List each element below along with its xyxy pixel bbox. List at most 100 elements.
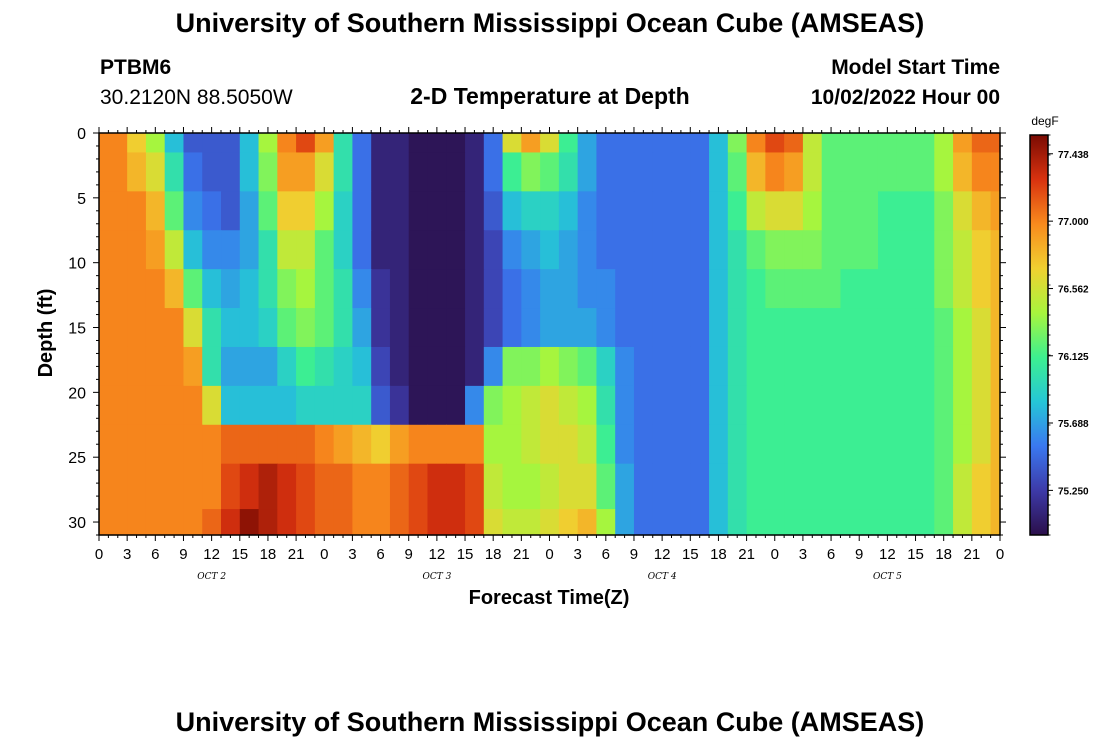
heatmap-cell <box>258 509 278 536</box>
heatmap-cell <box>164 133 185 154</box>
heatmap-cell <box>540 133 560 154</box>
heatmap-cell <box>540 191 560 231</box>
heatmap-cell <box>971 385 992 426</box>
heatmap-cell <box>896 385 917 426</box>
heatmap-cell <box>690 424 710 465</box>
heatmap-cell <box>277 133 297 154</box>
heatmap-cell <box>446 133 466 154</box>
heatmap-cell <box>427 463 447 510</box>
heatmap-cell <box>934 385 954 426</box>
heatmap-cell <box>108 230 128 270</box>
x-tick-label: 9 <box>405 546 413 563</box>
heatmap-cell <box>821 133 842 154</box>
heatmap-cell <box>314 308 335 348</box>
model-start-value: 10/02/2022 Hour 00 <box>810 86 1000 109</box>
heatmap-cell <box>408 269 429 309</box>
heatmap-cell <box>389 509 410 536</box>
heatmap-cell <box>953 230 973 270</box>
heatmap-cell <box>915 463 935 510</box>
heatmap-cell <box>896 152 917 192</box>
heatmap-cell <box>296 424 316 465</box>
heatmap-cell <box>652 308 673 348</box>
heatmap-cell <box>502 308 522 348</box>
heatmap-cell <box>746 424 766 465</box>
heatmap-cell <box>371 385 391 426</box>
heatmap-cell <box>314 385 335 426</box>
heatmap-cell <box>164 385 185 426</box>
heatmap-cell <box>333 269 354 309</box>
heatmap-cell <box>127 509 147 536</box>
heatmap-cell <box>746 308 766 348</box>
heatmap-cell <box>727 424 748 465</box>
heatmap-cell <box>145 230 166 270</box>
heatmap-cell <box>558 269 579 309</box>
heatmap-cell <box>183 424 203 465</box>
heatmap-cell <box>352 269 372 309</box>
heatmap-cell <box>652 346 673 387</box>
heatmap-cell <box>427 152 447 192</box>
heatmap-cell <box>239 424 260 465</box>
heatmap-cell <box>821 152 842 192</box>
heatmap-cell <box>558 191 579 231</box>
heatmap-cell <box>577 385 598 426</box>
heatmap-cell <box>652 463 673 510</box>
heatmap-cell <box>859 424 879 465</box>
heatmap-cell <box>990 509 1001 536</box>
heatmap-cell <box>990 152 1001 192</box>
heatmap-cell <box>821 308 842 348</box>
heatmap-cell <box>633 230 654 270</box>
heatmap-cell <box>483 385 504 426</box>
heatmap-cell <box>239 230 260 270</box>
heatmap-cell <box>333 385 354 426</box>
heatmap-cell <box>371 463 391 510</box>
temperature-depth-chart: 0 3 6 9 12 15 18 21 0 3 6 9 12 15 18 21 0 3 6 9 12 15 18 21 0 3 6 9… <box>35 114 1089 609</box>
heatmap-cell <box>709 133 729 154</box>
heatmap-cell <box>746 346 766 387</box>
x-axis-title: Forecast Time(Z) <box>469 587 630 609</box>
heatmap-cell <box>408 385 429 426</box>
x-tick-label: 21 <box>513 546 530 563</box>
heatmap-cell <box>371 133 391 154</box>
heatmap-cell <box>389 269 410 309</box>
heatmap-cell <box>389 191 410 231</box>
heatmap-cell <box>896 269 917 309</box>
heatmap-cell <box>108 269 128 309</box>
heatmap-cell <box>314 424 335 465</box>
heatmap-cell <box>465 346 485 387</box>
heatmap-cell <box>690 152 710 192</box>
heatmap-cell <box>896 230 917 270</box>
heatmap-cell <box>502 133 522 154</box>
date-label: OCT 2 <box>197 572 226 582</box>
heatmap-cell <box>802 463 823 510</box>
heatmap-cell <box>615 152 635 192</box>
heatmap-cell <box>596 152 616 192</box>
heatmap-cell <box>333 133 354 154</box>
heatmap-cell <box>765 191 785 231</box>
heatmap-cell <box>633 308 654 348</box>
heatmap-cell <box>202 269 222 309</box>
heatmap-cell <box>239 385 260 426</box>
heatmap-cell <box>145 424 166 465</box>
heatmap-cell <box>596 509 616 536</box>
heatmap-cell <box>953 191 973 231</box>
heatmap-cell <box>765 133 785 154</box>
heatmap-cell <box>558 133 579 154</box>
heatmap-cell <box>859 133 879 154</box>
x-tick-label: 0 <box>996 546 1004 563</box>
heatmap-cell <box>840 463 860 510</box>
heatmap-cell <box>99 424 109 465</box>
heatmap-cell <box>990 385 1001 426</box>
heatmap-cell <box>915 385 935 426</box>
heatmap-cell <box>802 152 823 192</box>
heatmap-cell <box>953 463 973 510</box>
heatmap-cell <box>145 385 166 426</box>
heatmap-cell <box>652 385 673 426</box>
heatmap-cell <box>765 152 785 192</box>
heatmap-cell <box>277 385 297 426</box>
heatmap-cell <box>145 509 166 536</box>
heatmap-cell <box>971 463 992 510</box>
heatmap-cell <box>333 152 354 192</box>
heatmap-cell <box>483 346 504 387</box>
heatmap-cell <box>465 152 485 192</box>
x-tick-label: 6 <box>827 546 835 563</box>
